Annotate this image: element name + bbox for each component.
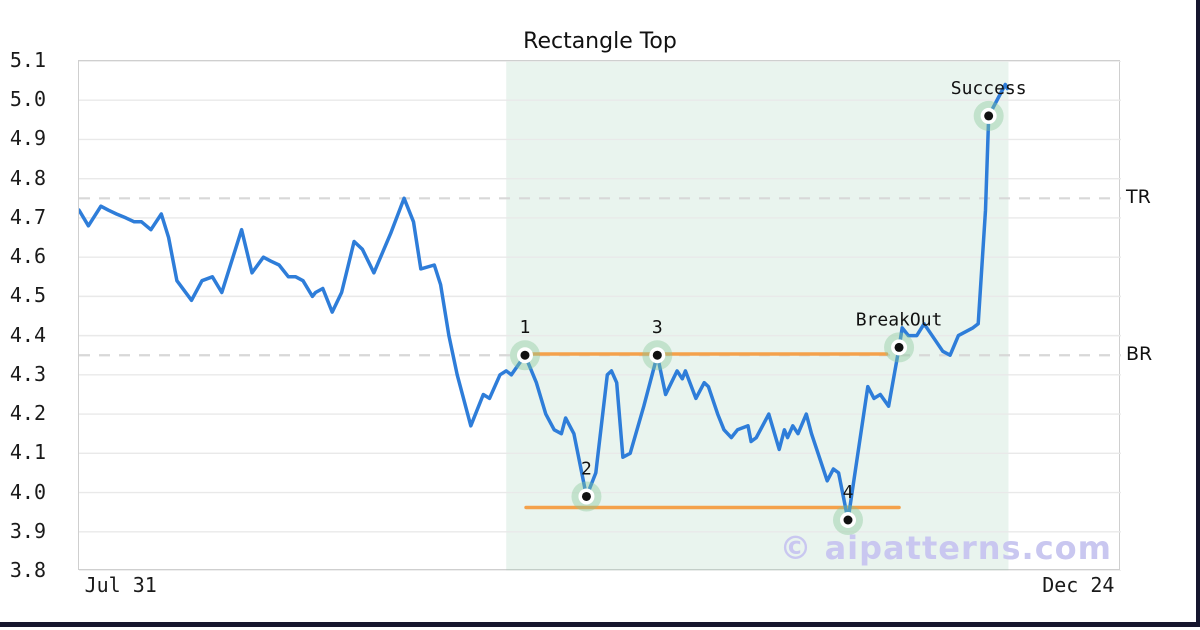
chart-title: Rectangle Top: [523, 29, 677, 54]
y-tick-3.8: 3.8: [9, 558, 46, 582]
marker-label-3: 3: [652, 317, 663, 338]
level-label-tr: TR: [1126, 186, 1151, 209]
y-tick-5.1: 5.1: [9, 48, 46, 72]
marker-label-2: 2: [581, 458, 592, 479]
y-tick-4.8: 4.8: [9, 165, 46, 190]
price-chart-canvas: 1 2 3 4 BreakOut Success: [79, 61, 1121, 571]
y-tick-5.0: 5.0: [9, 87, 46, 112]
marker-label-breakout: BreakOut: [856, 309, 943, 330]
marker-dot-success: [984, 111, 994, 121]
y-tick-4.7: 4.7: [9, 204, 46, 229]
level-label-br: BR: [1126, 343, 1153, 366]
marker-dot-4: [843, 515, 853, 525]
y-tick-4.5: 4.5: [9, 283, 46, 308]
y-tick-4.0: 4.0: [9, 479, 46, 504]
y-tick-4.9: 4.9: [9, 126, 46, 151]
x-tick-dec-24: Dec 24: [1042, 573, 1115, 597]
x-tick-jul-31: Jul 31: [84, 573, 157, 597]
marker-dot-3: [652, 350, 662, 360]
y-tick-4.4: 4.4: [9, 322, 46, 347]
y-tick-3.9: 3.9: [9, 518, 46, 543]
y-tick-4.2: 4.2: [9, 401, 46, 426]
marker-dot-1: [520, 350, 530, 360]
marker-label-1: 1: [520, 317, 531, 338]
marker-dot-breakout: [894, 342, 904, 352]
marker-label-success: Success: [951, 78, 1027, 99]
y-tick-4.6: 4.6: [9, 244, 46, 269]
plot-area: 1 2 3 4 BreakOut Success: [78, 60, 1121, 571]
y-tick-4.3: 4.3: [9, 361, 46, 386]
frame-border-bottom: [0, 622, 1200, 627]
y-tick-4.1: 4.1: [9, 440, 46, 465]
frame-border-right: [1196, 0, 1200, 627]
marker-dot-2: [581, 491, 591, 501]
marker-label-4: 4: [843, 482, 854, 503]
price-line: [79, 82, 1010, 522]
